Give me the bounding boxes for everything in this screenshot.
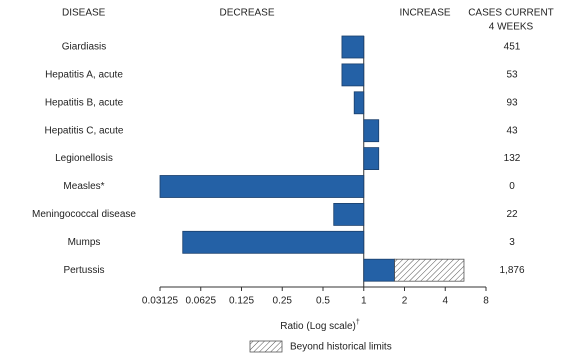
x-tick-label: 8 [483,296,489,307]
cases-label: 43 [506,125,518,136]
bar [159,175,365,198]
header-decrease: DECREASE [219,8,274,19]
category-label: Hepatitis A, acute [45,70,123,81]
cases-label: 1,876 [499,265,524,276]
cases-label: 0 [509,181,515,192]
bar [341,63,365,87]
legend-label: Beyond historical limits [290,342,392,353]
cases-label: 132 [504,153,521,164]
x-tick-label: 2 [402,296,408,307]
header-cases: 4 WEEKS [489,22,534,33]
category-label: Hepatitis C, acute [45,125,124,136]
cases-label: 451 [504,42,521,53]
category-label: Giardiasis [62,42,106,53]
bar-beyond-limits [394,258,465,282]
bar [182,230,365,254]
category-label: Meningococcal disease [32,209,136,220]
x-tick-label: 4 [442,296,448,307]
bar [363,119,380,143]
x-tick-label: 0.25 [273,296,293,307]
cases-label: 53 [506,70,518,81]
category-label: Hepatitis B, acute [45,97,124,108]
category-label: Measles* [63,181,104,192]
x-tick-label: 0.125 [229,296,254,307]
bar [363,258,395,282]
bar [341,35,365,59]
x-tick-label: 0.03125 [142,296,179,307]
x-tick-label: 0.0625 [185,296,216,307]
x-tick-label: 1 [361,296,367,307]
category-label: Mumps [68,237,101,248]
header-cases: CASES CURRENT [468,8,554,19]
legend-swatch [249,340,283,353]
bar [353,91,365,115]
cases-label: 22 [506,209,518,220]
header-increase: INCREASE [399,8,450,19]
bar [363,147,380,171]
x-axis-label: Ratio (Log scale)† [280,319,360,332]
header-disease: DISEASE [62,8,106,19]
x-tick-label: 0.5 [316,296,330,307]
cases-label: 3 [509,237,515,248]
category-label: Legionellosis [55,153,113,164]
cases-label: 93 [506,97,518,108]
bar [333,202,365,226]
category-label: Pertussis [63,265,104,276]
